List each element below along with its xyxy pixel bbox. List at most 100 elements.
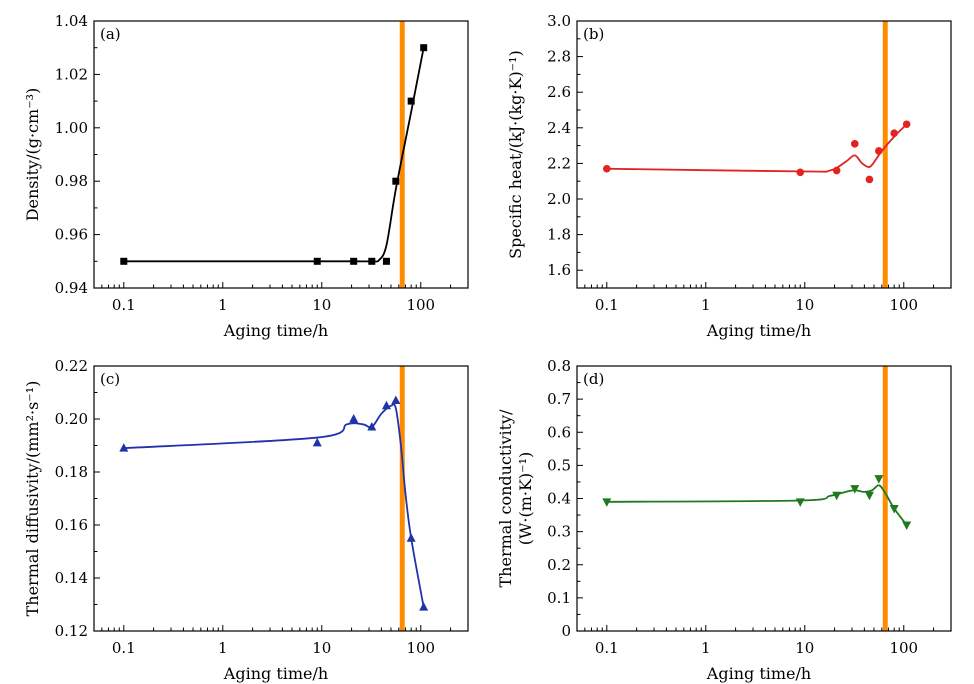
panel-3: 0.1 1 10 100 0.12 0.14 0.16 0.18 0.20 0.22 Aging t… bbox=[23, 357, 469, 683]
data-point bbox=[874, 475, 884, 484]
panel-label: (c) bbox=[100, 370, 120, 388]
plot-frame bbox=[576, 20, 952, 289]
data-point bbox=[832, 491, 842, 501]
y-tick-label: 0.96 bbox=[55, 226, 88, 244]
data-point bbox=[850, 140, 859, 148]
x-tick-label: 0.1 bbox=[595, 639, 619, 657]
x-tick-label: 100 bbox=[406, 296, 435, 314]
y-axis-title: Density/(g·cm⁻³) bbox=[23, 88, 42, 222]
plot-frame bbox=[93, 365, 469, 632]
x-tick-label: 10 bbox=[312, 296, 331, 314]
panel-label: (b) bbox=[583, 25, 604, 43]
x-tick-label: 10 bbox=[795, 639, 814, 657]
data-point bbox=[795, 498, 805, 507]
y-tick-label: 2.4 bbox=[547, 119, 571, 137]
x-tick-label: 0.1 bbox=[595, 296, 619, 314]
data-point bbox=[864, 491, 874, 501]
data-point bbox=[406, 533, 416, 542]
y-axis-title: Thermal conductivity/ bbox=[496, 409, 515, 588]
data-point bbox=[865, 175, 874, 184]
panel-label: (d) bbox=[583, 370, 604, 388]
x-tick-label: 100 bbox=[406, 639, 435, 657]
data-point bbox=[120, 257, 128, 265]
y-tick-label: 0.7 bbox=[547, 390, 571, 408]
plot-frame bbox=[93, 20, 469, 289]
x-tick-label: 100 bbox=[889, 296, 918, 314]
y-tick-label: 0.16 bbox=[55, 516, 88, 534]
y-tick-label: 0.8 bbox=[547, 357, 571, 375]
x-tick-label: 1 bbox=[701, 296, 711, 314]
y-tick-label: 0.12 bbox=[55, 622, 88, 640]
panel-2: 0.1 1 10 100 1.6 1.8 2.0 2.2 2.4 2.6 2.8 3.0 Aging t… bbox=[506, 12, 952, 340]
y-axis-title: Specific heat/(kJ·(kg·K)⁻¹) bbox=[506, 50, 525, 259]
y-tick-label: 0.14 bbox=[55, 569, 88, 587]
y-tick-label: 0.20 bbox=[55, 410, 88, 428]
panel-1: 0.1 1 10 100 0.94 0.96 0.98 1.00 1.02 1.04 Aging t… bbox=[23, 12, 469, 340]
data-point bbox=[796, 168, 805, 177]
data-point bbox=[850, 485, 860, 494]
data-point bbox=[119, 443, 129, 452]
data-point bbox=[349, 414, 359, 423]
data-point bbox=[902, 521, 912, 530]
panel-label: (a) bbox=[100, 25, 121, 43]
y-tick-label: 0.1 bbox=[547, 589, 571, 607]
y-tick-label: 2.2 bbox=[547, 154, 571, 172]
y-tick-label: 0.6 bbox=[547, 423, 571, 441]
x-tick-label: 1 bbox=[218, 639, 228, 657]
y-tick-label: 0 bbox=[561, 622, 571, 640]
data-point bbox=[890, 129, 898, 137]
y-tick-label: 0.94 bbox=[55, 279, 88, 297]
data-point bbox=[382, 257, 390, 265]
data-point bbox=[391, 395, 401, 404]
y-tick-label: 1.6 bbox=[547, 261, 571, 279]
data-point bbox=[381, 400, 391, 410]
x-tick-label: 1 bbox=[701, 639, 711, 657]
fit-curve bbox=[123, 403, 425, 608]
x-tick-label: 1 bbox=[218, 296, 228, 314]
x-tick-label: 10 bbox=[312, 639, 331, 657]
x-tick-label: 10 bbox=[795, 296, 814, 314]
data-point bbox=[832, 166, 841, 175]
y-tick-label: 1.00 bbox=[55, 119, 88, 137]
data-point bbox=[392, 177, 400, 185]
data-point bbox=[889, 504, 899, 514]
data-point bbox=[350, 257, 358, 265]
y-tick-label: 0.18 bbox=[55, 463, 88, 481]
data-point bbox=[875, 147, 883, 155]
data-point bbox=[602, 498, 612, 507]
y-tick-label: 0.4 bbox=[547, 490, 571, 508]
data-point bbox=[312, 437, 322, 447]
y-tick-label: 1.02 bbox=[55, 65, 88, 83]
plot-frame bbox=[576, 365, 952, 632]
fit-curve bbox=[606, 484, 908, 526]
x-axis-title: Aging time/h bbox=[223, 321, 328, 340]
y-tick-label: 0.98 bbox=[55, 172, 88, 190]
data-point bbox=[407, 97, 415, 105]
data-point bbox=[420, 44, 428, 52]
y-tick-label: 2.0 bbox=[547, 190, 571, 208]
data-point bbox=[368, 257, 376, 265]
y-tick-label: 0.2 bbox=[547, 556, 571, 574]
data-point bbox=[902, 120, 911, 129]
x-axis-title: Aging time/h bbox=[223, 664, 328, 683]
x-tick-label: 100 bbox=[889, 639, 918, 657]
y-tick-label: 0.3 bbox=[547, 523, 571, 541]
y-tick-label: 1.8 bbox=[547, 226, 571, 244]
y-tick-label: 2.8 bbox=[547, 48, 571, 66]
y-axis-title: (W·(m·K)⁻¹) bbox=[516, 452, 535, 546]
x-axis-title: Aging time/h bbox=[706, 664, 811, 683]
data-point bbox=[313, 257, 321, 265]
panel-4: 0.1 1 10 100 0 0.1 0.2 0.3 0.4 0.5 0.6 0.7 0.8 Aging … bbox=[496, 357, 952, 683]
y-axis-title: Thermal diffusivity/(mm²·s⁻¹) bbox=[23, 381, 42, 617]
data-point bbox=[419, 602, 429, 611]
data-point bbox=[367, 421, 377, 431]
x-axis-title: Aging time/h bbox=[706, 321, 811, 340]
fit-curve bbox=[123, 47, 425, 263]
y-tick-label: 2.6 bbox=[547, 83, 571, 101]
fit-curve bbox=[606, 123, 908, 173]
y-tick-label: 1.04 bbox=[55, 12, 88, 30]
y-tick-label: 0.22 bbox=[55, 357, 88, 375]
x-tick-label: 0.1 bbox=[112, 296, 136, 314]
data-point bbox=[602, 164, 611, 173]
